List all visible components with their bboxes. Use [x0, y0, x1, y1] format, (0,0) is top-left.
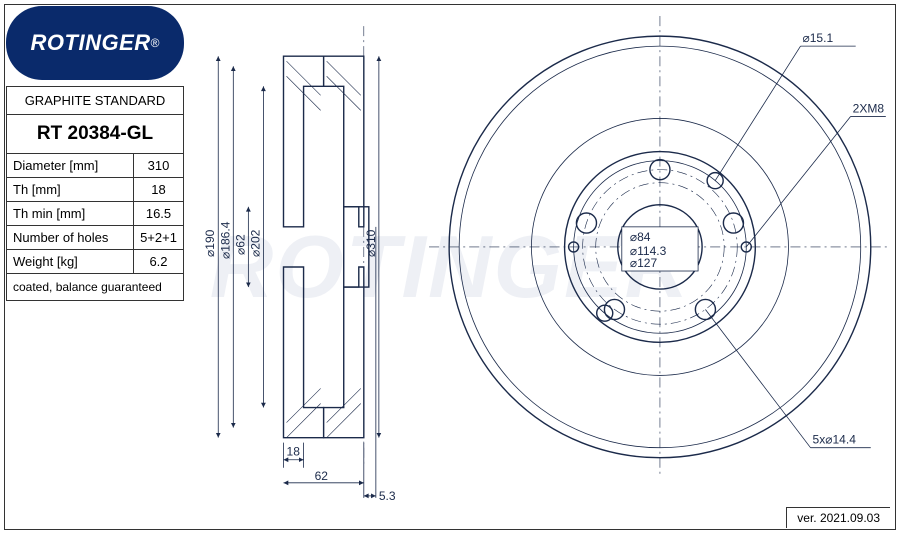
- spec-label: Th min [mm]: [7, 202, 134, 226]
- spec-row: Diameter [mm]310: [7, 154, 184, 178]
- spec-value: 6.2: [134, 250, 184, 274]
- dim-offset: 5.3: [379, 489, 396, 503]
- spec-label: Th [mm]: [7, 178, 134, 202]
- dim-d62: ⌀62: [233, 234, 247, 255]
- spec-row: Number of holes5+2+1: [7, 226, 184, 250]
- front-view: ⌀15.1 2XM8 5x⌀14.4 ⌀84 ⌀114.3 ⌀127: [429, 16, 891, 478]
- spec-table: GRAPHITE STANDARD RT 20384-GL Diameter […: [6, 86, 184, 301]
- spec-rows: Diameter [mm]310Th [mm]18Th min [mm]16.5…: [7, 154, 184, 274]
- brand-name: ROTINGER: [31, 30, 151, 56]
- spec-label: Diameter [mm]: [7, 154, 134, 178]
- side-view: ⌀190 ⌀186.4 ⌀62 ⌀202 ⌀310 18 62 5.3: [203, 26, 396, 503]
- drawing-svg: ⌀190 ⌀186.4 ⌀62 ⌀202 ⌀310 18 62 5.3: [195, 6, 894, 528]
- dim-depth: 62: [315, 469, 329, 483]
- spec-part-row: RT 20384-GL: [7, 115, 184, 154]
- dim-th: 18: [287, 445, 301, 459]
- spec-row: Th min [mm]16.5: [7, 202, 184, 226]
- spec-part-no: RT 20384-GL: [7, 115, 184, 154]
- callout-right: 2XM8: [853, 101, 885, 115]
- version-label: ver. 2021.09.03: [786, 507, 890, 528]
- dim-d1864: ⌀186.4: [218, 221, 232, 259]
- callout-bottom: 5x⌀14.4: [813, 433, 857, 447]
- dim-d190: ⌀190: [203, 229, 217, 257]
- brand-logo: ROTINGER ®: [6, 6, 184, 80]
- technical-drawing: ⌀190 ⌀186.4 ⌀62 ⌀202 ⌀310 18 62 5.3: [195, 6, 894, 528]
- spec-value: 310: [134, 154, 184, 178]
- spec-row: Th [mm]18: [7, 178, 184, 202]
- spec-label: Weight [kg]: [7, 250, 134, 274]
- spec-value: 18: [134, 178, 184, 202]
- callout-c1: ⌀84: [630, 230, 651, 244]
- spec-footer: coated, balance guaranteed: [7, 274, 184, 301]
- callout-c3: ⌀127: [630, 256, 658, 270]
- spec-footer-row: coated, balance guaranteed: [7, 274, 184, 301]
- brand-reg: ®: [151, 36, 160, 50]
- spec-row: Weight [kg]6.2: [7, 250, 184, 274]
- callout-top: ⌀15.1: [802, 31, 833, 45]
- spec-value: 5+2+1: [134, 226, 184, 250]
- dim-d202: ⌀202: [248, 229, 262, 257]
- spec-series: GRAPHITE STANDARD: [7, 87, 184, 115]
- spec-value: 16.5: [134, 202, 184, 226]
- spec-label: Number of holes: [7, 226, 134, 250]
- spec-series-row: GRAPHITE STANDARD: [7, 87, 184, 115]
